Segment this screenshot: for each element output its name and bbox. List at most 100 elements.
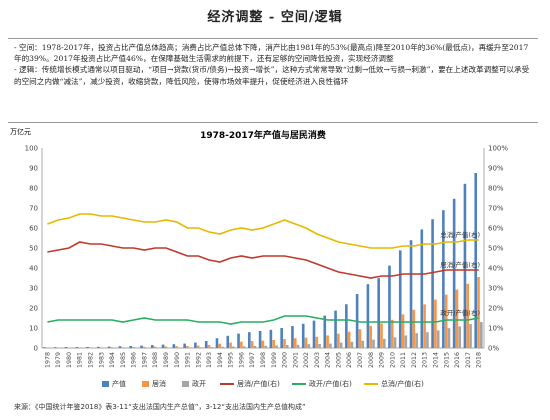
bar-2002-0 xyxy=(301,323,305,348)
legend-label: 政开 xyxy=(192,379,206,388)
bar-2008-1 xyxy=(369,325,373,348)
line-end-label: 居消/产值(右) xyxy=(440,260,480,269)
bar-1987-1 xyxy=(143,346,146,348)
x-tick-label: 2006 xyxy=(346,352,353,368)
bar-2007-2 xyxy=(361,340,365,348)
bar-2017-1 xyxy=(466,283,470,348)
legend-label: 居消/产值(右) xyxy=(237,379,280,388)
bar-1993-0 xyxy=(204,341,208,348)
bar-2008-2 xyxy=(372,339,375,348)
bar-2002-2 xyxy=(307,344,311,348)
bar-2012-1 xyxy=(412,309,416,348)
legend-label: 政开/产值(右) xyxy=(309,379,352,388)
legend-swatch xyxy=(182,381,189,387)
bar-2011-1 xyxy=(401,314,405,348)
bar-2000-0 xyxy=(280,328,283,348)
bar-1978-0 xyxy=(43,347,46,348)
bar-1994-2 xyxy=(221,346,224,348)
bar-2003-1 xyxy=(315,336,319,348)
y-right-tick-label: 80% xyxy=(488,185,504,193)
y-right-tick-label: 70% xyxy=(488,205,504,213)
y-left-tick-label: 70 xyxy=(29,205,38,213)
bar-2005-0 xyxy=(334,310,337,348)
bar-1995-1 xyxy=(229,342,232,348)
bar-1986-0 xyxy=(129,346,133,348)
description-box: - 空间：1978-2017年，投资占比产值总体趋高；消费占比产值总体下降，消产… xyxy=(8,38,538,123)
bar-2014-2 xyxy=(436,330,440,348)
x-tick-label: 1987 xyxy=(141,352,148,368)
y-left-tick-label: 10 xyxy=(29,325,38,333)
bar-2009-0 xyxy=(377,278,380,348)
bar-1999-1 xyxy=(272,340,275,348)
x-tick-label: 1997 xyxy=(249,352,256,368)
bar-1996-2 xyxy=(242,346,246,348)
x-tick-label: 2010 xyxy=(389,352,396,368)
bar-1986-1 xyxy=(132,347,135,348)
legend-label: 居消 xyxy=(152,379,166,388)
bar-2006-1 xyxy=(347,331,351,348)
page-title: 经济调整 - 空间/逻辑 xyxy=(207,10,343,25)
bar-1992-1 xyxy=(196,345,200,348)
bar-1999-2 xyxy=(275,345,278,348)
x-tick-label: 2015 xyxy=(443,352,450,368)
x-tick-label: 2000 xyxy=(282,352,289,368)
bar-1998-1 xyxy=(261,340,265,348)
legend-label: 产值 xyxy=(112,379,126,388)
bar-2018-2 xyxy=(480,322,483,348)
bar-2012-2 xyxy=(415,333,418,348)
bar-1992-2 xyxy=(199,347,203,348)
bar-1989-1 xyxy=(164,346,168,348)
x-tick-label: 2004 xyxy=(325,352,332,368)
y-right-tick-label: 10% xyxy=(488,325,504,333)
bar-2015-1 xyxy=(444,294,448,348)
x-tick-label: 1986 xyxy=(131,352,138,368)
chart-title: 1978-2017年产值与居民消费 xyxy=(200,129,326,141)
bar-2003-0 xyxy=(312,320,316,348)
line-end-label: 政开/产值(右) xyxy=(440,308,480,317)
bar-1987-0 xyxy=(140,345,143,348)
line-series-2 xyxy=(47,213,479,249)
bar-2013-1 xyxy=(423,304,426,348)
bar-2001-1 xyxy=(293,338,297,348)
x-tick-label: 2001 xyxy=(292,352,299,368)
y-left-tick-label: 40 xyxy=(29,265,38,273)
bar-1991-1 xyxy=(186,346,189,348)
bar-1984-1 xyxy=(110,347,114,348)
bar-2017-0 xyxy=(463,183,467,348)
bar-2013-2 xyxy=(426,332,429,348)
bar-2014-1 xyxy=(434,299,437,348)
bar-2002-1 xyxy=(304,337,308,348)
x-tick-label: 2011 xyxy=(400,352,407,368)
x-tick-label: 2002 xyxy=(303,352,310,368)
x-tick-label: 1980 xyxy=(66,352,73,368)
x-tick-label: 1985 xyxy=(120,352,127,368)
x-tick-label: 1982 xyxy=(88,352,95,368)
bar-1983-1 xyxy=(99,347,103,348)
x-tick-label: 1991 xyxy=(185,352,192,368)
y-right-tick-label: 50% xyxy=(488,245,504,253)
y-left-unit: 万亿元 xyxy=(10,127,31,136)
bar-2006-0 xyxy=(345,304,348,348)
bar-1990-2 xyxy=(178,347,181,348)
bar-2017-2 xyxy=(469,324,472,348)
legend-swatch xyxy=(102,381,109,387)
x-tick-label: 1990 xyxy=(174,352,181,368)
bar-1982-1 xyxy=(89,347,92,348)
bar-1994-0 xyxy=(215,338,219,348)
bar-1985-0 xyxy=(118,346,122,348)
chart-container: 1978-2017年产值与居民消费 万亿元 0 10 20 30 40 50 60 70 80 90 1… xyxy=(6,124,546,404)
bar-2011-2 xyxy=(404,335,408,348)
bar-2012-0 xyxy=(409,240,413,348)
x-tick-label: 1998 xyxy=(260,352,267,368)
bar-1988-1 xyxy=(153,346,157,348)
bar-2005-2 xyxy=(339,342,343,348)
bar-2015-0 xyxy=(442,210,445,348)
x-tick-label: 1979 xyxy=(55,352,62,368)
bar-2016-2 xyxy=(458,326,462,348)
bar-2016-1 xyxy=(455,289,459,348)
x-tick-label: 1994 xyxy=(217,352,224,368)
line-series-0 xyxy=(47,241,479,279)
x-tick-label: 2008 xyxy=(368,352,375,368)
y-right-tick-label: 90% xyxy=(488,165,504,173)
bar-2003-2 xyxy=(318,344,321,348)
